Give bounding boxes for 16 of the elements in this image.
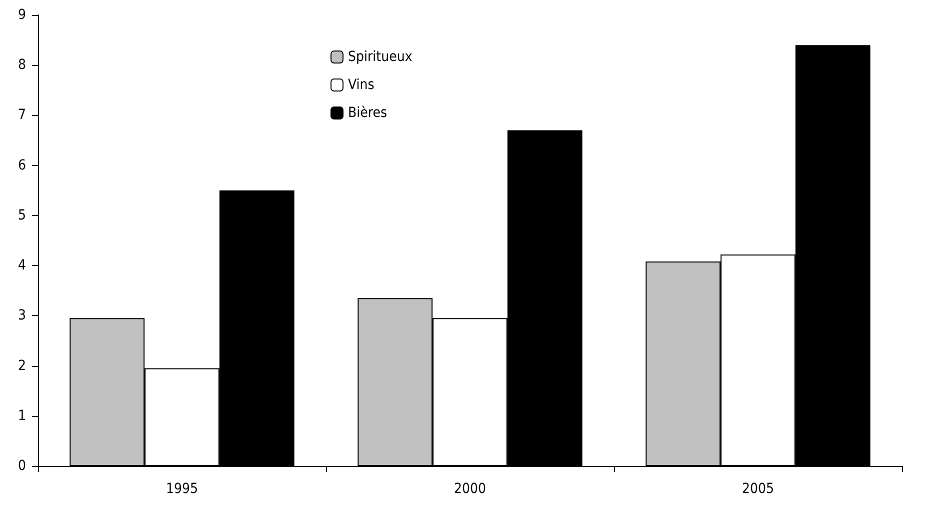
y-tick-label: 9	[18, 7, 26, 23]
y-tick-label: 1	[18, 408, 26, 424]
y-tick-label: 4	[18, 258, 26, 274]
x-tick-label: 2005	[742, 481, 774, 497]
y-tick-label: 0	[18, 458, 26, 474]
x-tick-label: 2000	[454, 481, 486, 497]
legend-label: Spiritueux	[348, 49, 413, 65]
y-tick-label: 5	[18, 207, 26, 224]
y-tick-label: 3	[18, 308, 26, 324]
legend-label: Vins	[348, 77, 374, 93]
y-tick-label: 2	[18, 358, 26, 374]
y-tick-label: 7	[18, 107, 26, 124]
y-tick-label: 8	[18, 57, 26, 74]
x-tick-label: 1995	[166, 481, 198, 497]
legend-label: Bières	[348, 105, 388, 121]
y-tick-label: 6	[18, 157, 26, 174]
